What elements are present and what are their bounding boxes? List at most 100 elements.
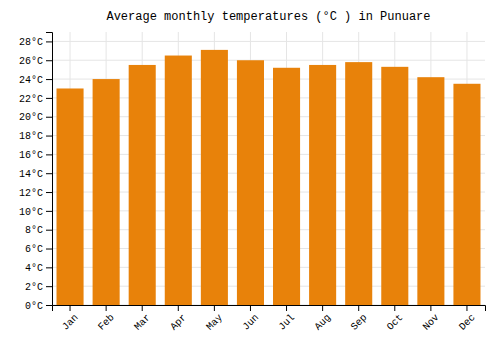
- y-tick-label: 2°C: [25, 282, 43, 293]
- y-tick: 8°C: [25, 225, 52, 236]
- y-tick-mark: [46, 192, 52, 193]
- x-tick-label: Aug: [313, 312, 334, 333]
- x-tick-mark: [358, 305, 359, 311]
- x-tick: Jan: [60, 305, 81, 333]
- bar: [417, 77, 444, 305]
- x-tick: Apr: [168, 305, 189, 333]
- x-tick-label: Jan: [60, 312, 81, 333]
- y-tick: 0°C: [25, 301, 52, 312]
- x-tick-mark: [286, 305, 287, 311]
- x-tick: Dec: [457, 305, 478, 333]
- bar: [237, 60, 264, 305]
- y-tick-label: 4°C: [25, 263, 43, 274]
- x-tick-mark: [250, 305, 251, 311]
- grid: [52, 32, 485, 305]
- y-axis: 0°C 2°C 4°C 6°C 8°C 10°C 12°C 14°C 16°C 18°C 20°C 2…: [19, 33, 53, 312]
- y-tick-mark: [46, 211, 52, 212]
- x-tick: Mar: [132, 305, 153, 333]
- x-tick-mark: [466, 305, 467, 311]
- y-tick-mark: [46, 41, 52, 42]
- y-tick: 12°C: [19, 188, 52, 199]
- bars: [57, 50, 481, 305]
- title: Average monthly temperatures (°C ) in Pu…: [106, 10, 430, 24]
- y-tick-mark: [46, 136, 52, 137]
- y-tick-label: 6°C: [25, 244, 43, 255]
- x-tick-mark: [430, 305, 431, 311]
- y-tick: 4°C: [25, 263, 52, 274]
- x-tick-mark: [214, 305, 215, 311]
- y-tick-mark: [46, 117, 52, 118]
- x-tick-mark: [106, 305, 107, 311]
- y-tick-label: 22°C: [19, 94, 43, 105]
- bar: [453, 84, 480, 305]
- y-tick: 26°C: [19, 56, 52, 67]
- x-tick-label: Jul: [277, 312, 298, 333]
- x-tick-mark: [142, 305, 143, 311]
- x-tick-label: May: [204, 312, 225, 333]
- y-tick: 28°C: [19, 37, 52, 48]
- y-grid-line: [52, 60, 485, 61]
- x-tick-label: Jun: [241, 312, 262, 333]
- y-grid-line: [52, 41, 485, 42]
- bar: [93, 79, 120, 305]
- x-tick: Sep: [349, 305, 370, 333]
- y-tick-mark: [46, 249, 52, 250]
- x-tick: Jul: [277, 305, 298, 333]
- y-tick: 16°C: [19, 150, 52, 161]
- y-tick: 20°C: [19, 112, 52, 123]
- x-tick-mark: [322, 305, 323, 311]
- y-tick: 10°C: [19, 207, 52, 218]
- y-tick-label: 0°C: [25, 301, 43, 312]
- bar: [129, 65, 156, 305]
- x-tick-label: Feb: [96, 312, 117, 333]
- bar: [381, 67, 408, 305]
- y-tick-label: 10°C: [19, 207, 43, 218]
- x-tick-mark: [70, 305, 71, 311]
- y-tick-mark: [46, 154, 52, 155]
- x-tick-label: Mar: [132, 312, 153, 333]
- x-tick: Jun: [241, 305, 262, 333]
- x-tick: May: [204, 305, 225, 333]
- y-tick-mark: [46, 79, 52, 80]
- x-tick-label: Dec: [457, 312, 478, 333]
- y-tick-label: 12°C: [19, 188, 43, 199]
- x-tick: Nov: [421, 305, 442, 333]
- bar: [201, 50, 228, 305]
- y-tick-mark: [46, 230, 52, 231]
- y-tick: 18°C: [19, 131, 52, 142]
- chart: 0°C 2°C 4°C 6°C 8°C 10°C 12°C 14°C 16°C 18°C 20°C 2…: [0, 0, 500, 350]
- y-tick-label: 20°C: [19, 112, 43, 123]
- bar: [273, 68, 300, 305]
- y-tick: 24°C: [19, 75, 52, 86]
- x-axis-line: [53, 306, 486, 312]
- y-axis-line: [46, 33, 53, 306]
- y-tick-label: 14°C: [19, 169, 43, 180]
- x-tick-mark: [178, 305, 179, 311]
- y-tick: 6°C: [25, 244, 52, 255]
- bar: [165, 56, 192, 305]
- y-tick-label: 24°C: [19, 75, 43, 86]
- y-tick-mark: [46, 60, 52, 61]
- y-tick: 14°C: [19, 169, 52, 180]
- x-axis: Jan Feb Mar Apr May Jun Jul Aug Sep Oct Nov Dec: [53, 305, 486, 333]
- y-tick-mark: [46, 98, 52, 99]
- x-tick-label: Sep: [349, 312, 370, 333]
- x-tick: Feb: [96, 305, 117, 333]
- x-tick: Aug: [313, 305, 334, 333]
- x-tick-label: Apr: [168, 312, 189, 333]
- bar: [345, 62, 372, 305]
- x-tick-label: Nov: [421, 312, 442, 333]
- bar: [57, 88, 84, 305]
- bar: [309, 65, 336, 305]
- plot: 0°C 2°C 4°C 6°C 8°C 10°C 12°C 14°C 16°C 18°C 20°C 2…: [19, 32, 486, 333]
- x-tick-mark: [394, 305, 395, 311]
- y-tick: 2°C: [25, 282, 52, 293]
- x-tick: Oct: [385, 305, 406, 333]
- x-tick-label: Oct: [385, 312, 406, 333]
- y-tick-label: 16°C: [19, 150, 43, 161]
- y-tick-mark: [46, 267, 52, 268]
- y-tick: 22°C: [19, 94, 52, 105]
- y-tick-label: 8°C: [25, 225, 43, 236]
- y-tick-mark: [46, 173, 52, 174]
- y-tick-mark: [46, 305, 52, 306]
